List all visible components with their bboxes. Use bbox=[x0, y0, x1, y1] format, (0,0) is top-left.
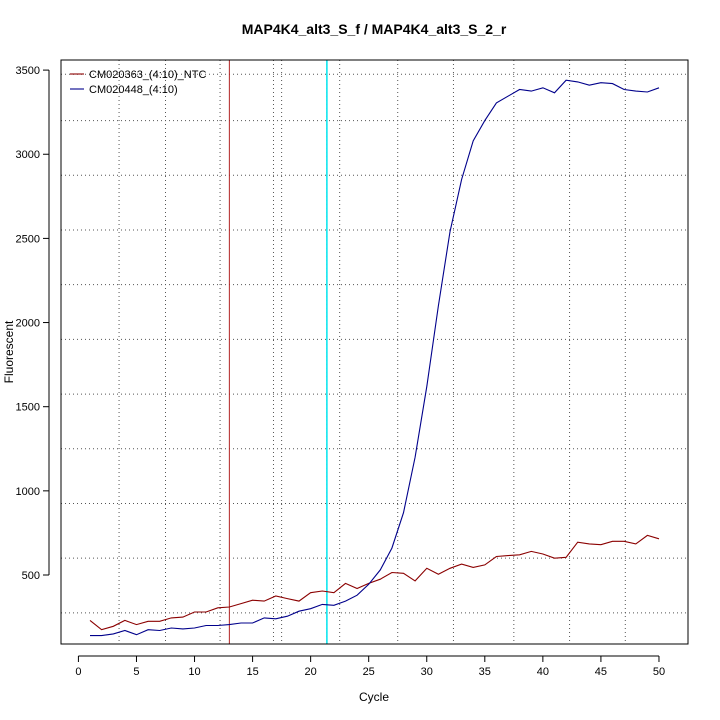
y-tick-label: 3500 bbox=[16, 65, 40, 77]
x-tick-label: 50 bbox=[653, 666, 665, 678]
x-tick-label: 45 bbox=[595, 666, 607, 678]
y-axis-label: Fluorescent bbox=[2, 320, 16, 383]
y-tick-label: 2500 bbox=[16, 233, 40, 245]
y-tick-label: 2000 bbox=[16, 318, 40, 330]
x-tick-label: 0 bbox=[75, 666, 81, 678]
x-axis: 0 5 10 15 20 25 30 35 40 45 50 bbox=[75, 655, 665, 678]
x-tick-label: 25 bbox=[363, 666, 375, 678]
y-tick-label: 1000 bbox=[16, 486, 40, 498]
x-axis-label: Cycle bbox=[359, 690, 389, 704]
x-tick-label: 35 bbox=[479, 666, 491, 678]
x-tick-label: 15 bbox=[246, 666, 258, 678]
y-axis: 500 1000 1500 2000 2500 3000 3500 bbox=[16, 65, 50, 582]
chart-title: MAP4K4_alt3_S_f / MAP4K4_alt3_S_2_r bbox=[242, 21, 507, 37]
legend: CM020363_(4:10)_NTC CM020448_(4:10) bbox=[70, 69, 206, 96]
y-tick-label: 500 bbox=[22, 570, 40, 582]
series-line-1 bbox=[89, 534, 660, 631]
legend-label-2: CM020448_(4:10) bbox=[89, 84, 178, 96]
grid bbox=[61, 60, 688, 644]
series-lines bbox=[89, 79, 660, 637]
legend-label-1: CM020363_(4:10)_NTC bbox=[89, 69, 206, 81]
series-line-2 bbox=[90, 79, 660, 637]
x-tick-label: 30 bbox=[421, 666, 433, 678]
y-tick-label: 1500 bbox=[16, 402, 40, 414]
x-tick-label: 40 bbox=[537, 666, 549, 678]
x-tick-label: 20 bbox=[305, 666, 317, 678]
y-tick-label: 3000 bbox=[16, 149, 40, 161]
x-tick-label: 5 bbox=[133, 666, 139, 678]
threshold-lines bbox=[228, 60, 328, 644]
x-tick-label: 10 bbox=[188, 666, 200, 678]
plot-frame bbox=[60, 59, 689, 645]
